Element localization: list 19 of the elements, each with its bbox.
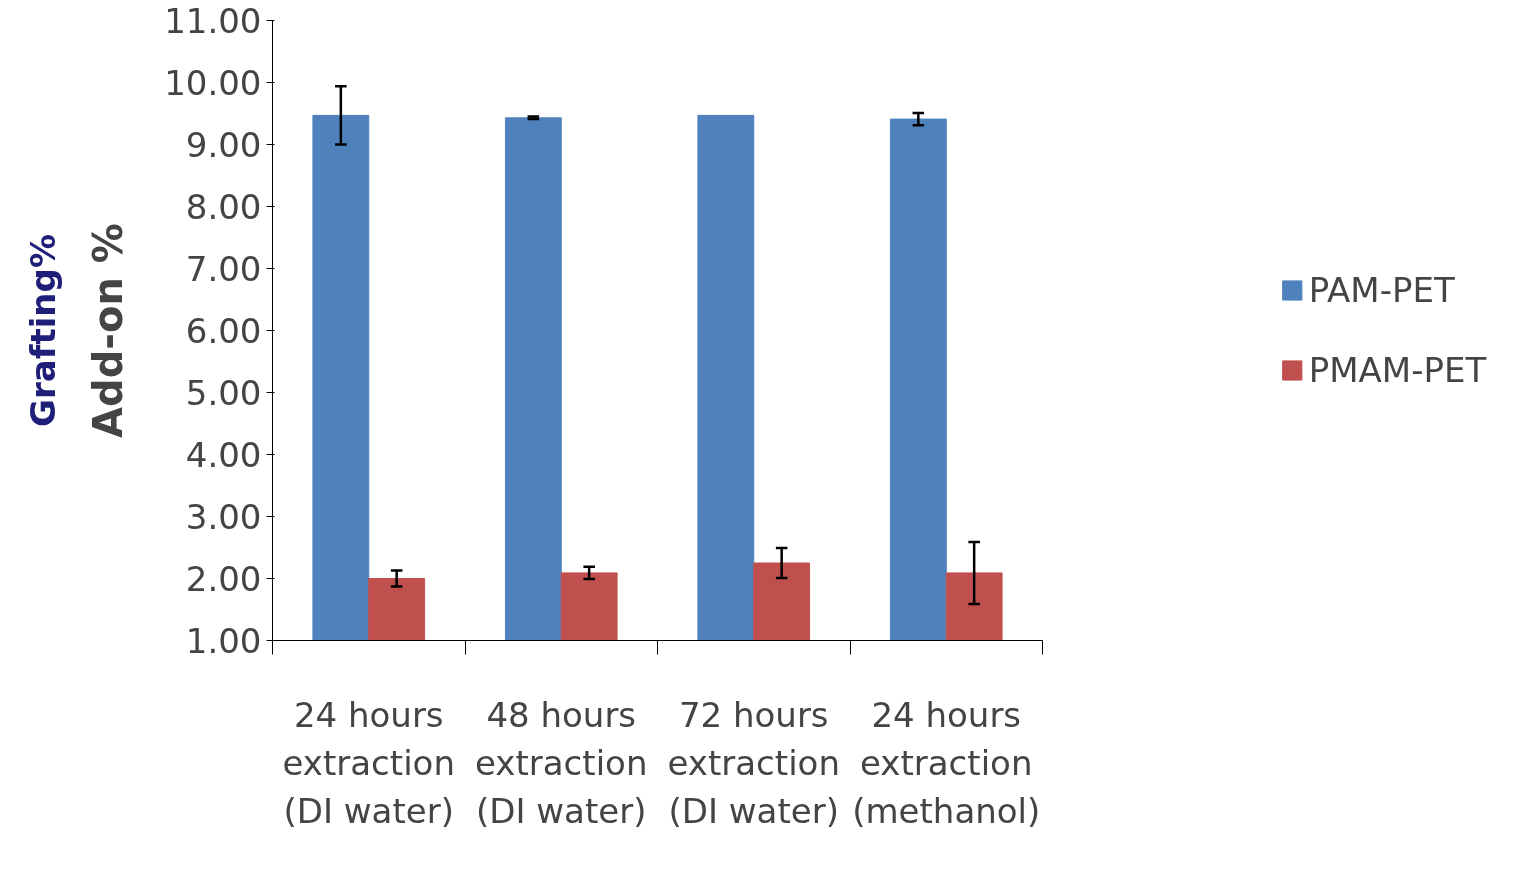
text: Grafting% [22, 234, 63, 427]
y-tick-label: 7.00 [185, 249, 262, 289]
legend-label: PAM-PET [1308, 270, 1455, 310]
y-tick-label: 1.00 [185, 621, 262, 661]
legend-label: PMAM-PET [1308, 350, 1487, 390]
x-tick-label: 72 hours extraction (DI water) [667, 694, 840, 831]
y-tick-label: 3.00 [185, 497, 262, 537]
y-tick-label: 11.00 [164, 1, 262, 41]
x-tick-label: 24 hours extraction (methanol) [852, 694, 1041, 831]
y-tick-label: 4.00 [185, 435, 262, 475]
y-tick-label: 5.00 [185, 373, 262, 413]
x-tick-label: 24 hours extraction (DI water) [282, 694, 455, 831]
x-tick-label: 48 hours extraction (DI water) [475, 694, 648, 831]
y-tick-label: 6.00 [185, 311, 262, 351]
y-axis-title: Add-on % [85, 223, 132, 438]
y-tick-label: 8.00 [185, 187, 262, 227]
y-tick-label: 9.00 [185, 125, 262, 165]
y-tick-label: 2.00 [185, 559, 262, 599]
y-tick-label: 10.00 [164, 63, 262, 103]
